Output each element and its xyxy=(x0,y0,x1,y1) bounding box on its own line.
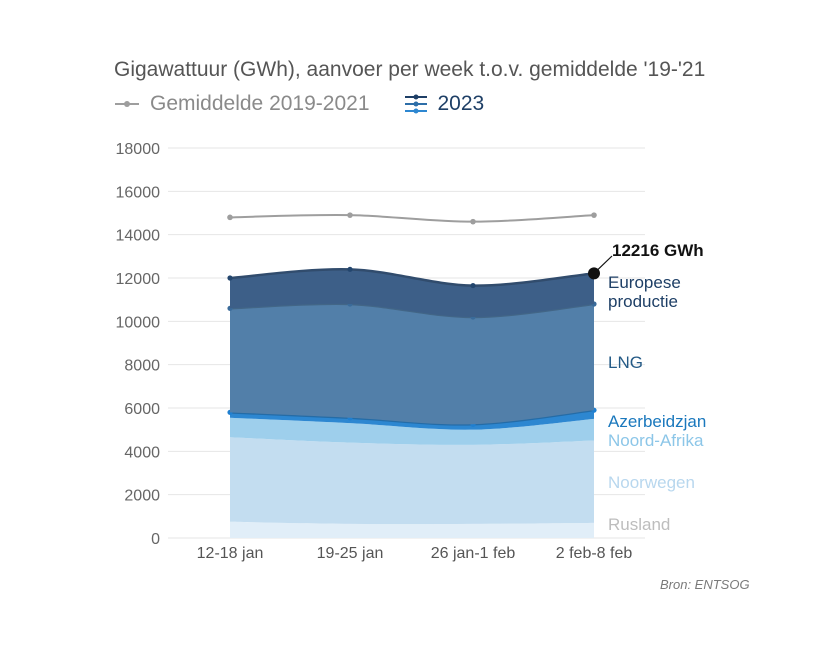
y-axis: 0 2000 4000 6000 8000 10000 12000 14000 16000 180… xyxy=(116,141,161,548)
average-line xyxy=(229,214,595,223)
label-azerbeidzjan: Azerbeidzjan xyxy=(608,412,706,431)
series-labels: Rusland Noorwegen Noord-AfrikaAzerbeidzjan… xyxy=(608,273,706,534)
y-tick-label: 18000 xyxy=(116,141,161,158)
point-europese-productie xyxy=(470,282,476,289)
y-tick-label: 12000 xyxy=(116,271,161,288)
y-tick-label: 10000 xyxy=(116,314,161,331)
label-line: Europese xyxy=(608,273,681,292)
legend-item-2023: 2023 xyxy=(404,92,485,116)
y-tick-label: 2000 xyxy=(124,488,160,505)
label-rusland: Rusland xyxy=(608,515,670,534)
x-axis: 12-18 jan 19-25 jan 26 jan-1 feb 2 feb-8 fe… xyxy=(197,545,633,562)
average-series xyxy=(227,212,597,225)
average-point xyxy=(591,212,597,218)
y-tick-label: 14000 xyxy=(116,228,161,245)
average-point xyxy=(347,212,353,218)
area-rusland xyxy=(230,521,594,538)
legend-average-label: Gemiddelde 2019-2021 xyxy=(150,92,370,115)
x-tick-label: 12-18 jan xyxy=(197,545,264,562)
area-noord-afrika xyxy=(230,417,594,445)
legend-item-average: Gemiddelde 2019-2021 xyxy=(114,92,370,116)
area-noorwegen xyxy=(230,437,594,525)
legend-2023-swatch xyxy=(404,94,427,114)
annotation-dot xyxy=(588,267,600,280)
source-note: Bron: ENTSOG xyxy=(660,577,750,592)
average-point xyxy=(227,214,233,221)
label-line: productie xyxy=(608,292,678,311)
label-europese-productie: Europese productie xyxy=(608,273,681,311)
annotation: 12216 GWh xyxy=(588,241,704,280)
y-tick-label: 0 xyxy=(151,531,160,548)
y-tick-label: 4000 xyxy=(124,444,160,461)
y-tick-label: 6000 xyxy=(124,401,160,418)
x-tick-label: 2 feb-8 feb xyxy=(556,545,633,562)
x-tick-label: 26 jan-1 feb xyxy=(431,545,516,562)
legend-2023-label: 2023 xyxy=(437,92,485,115)
point-europese-productie xyxy=(227,275,233,281)
label-lng: LNG xyxy=(608,353,643,372)
area-azerbeidzjan xyxy=(230,410,594,430)
y-tick-label: 8000 xyxy=(124,358,160,375)
label-noorwegen: Noorwegen xyxy=(608,473,695,492)
area-lng xyxy=(230,303,594,425)
point-europese-productie xyxy=(347,266,353,272)
annotation-label: 12216 GWh xyxy=(612,241,704,260)
average-point xyxy=(470,218,476,225)
chart-title: Gigawattuur (GWh), aanvoer per week t.o.… xyxy=(114,58,706,81)
area-europese-productie xyxy=(230,269,594,317)
area-edge-europese-productie xyxy=(229,267,595,287)
series-areas xyxy=(227,266,597,538)
legend-average-swatch xyxy=(115,101,139,107)
label-noord-afrika: Noord-Afrika xyxy=(608,431,704,450)
x-tick-label: 19-25 jan xyxy=(317,545,384,562)
y-tick-label: 16000 xyxy=(116,184,161,201)
legend: Gemiddelde 2019-2021 2023 xyxy=(114,90,484,118)
